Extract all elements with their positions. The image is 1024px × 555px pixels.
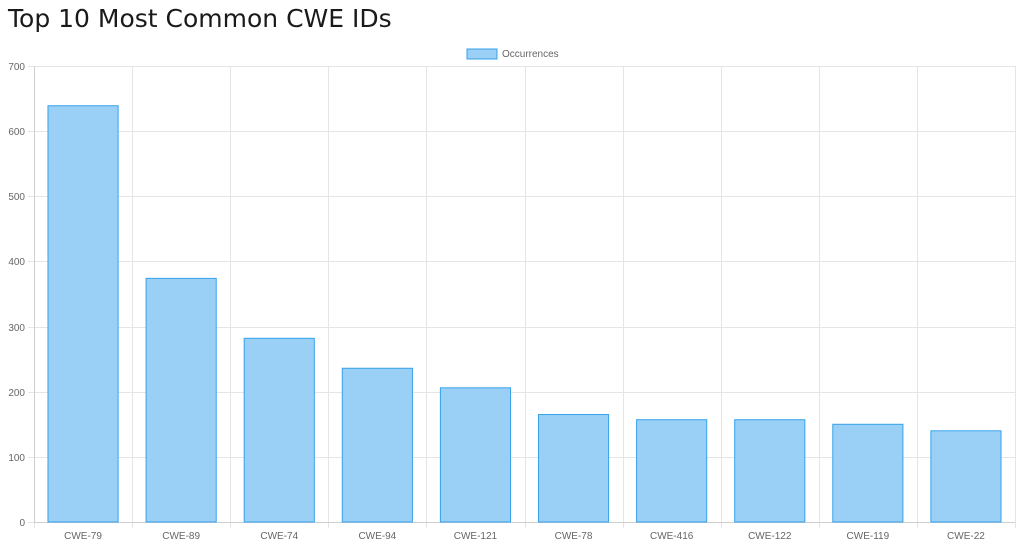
x-tick-label: CWE-94 (358, 531, 396, 542)
bar-cwe-89[interactable] (145, 277, 217, 523)
bar-cwe-79[interactable] (47, 105, 119, 523)
x-tick-label: CWE-22 (947, 531, 985, 542)
bar-cwe-122[interactable] (734, 419, 806, 523)
bar-cwe-78[interactable] (537, 414, 610, 523)
y-tick-label: 400 (8, 257, 25, 268)
legend-label: Occurrences (502, 49, 559, 60)
x-tick-label: CWE-416 (650, 531, 694, 542)
chart-grid (28, 66, 1016, 528)
page-title: Top 10 Most Common CWE IDs (8, 4, 392, 33)
x-axis-ticks: CWE-79 CWE-89 CWE-74 CWE-94 CWE-121 CWE-78 CWE… (64, 531, 985, 542)
y-axis-ticks: 0 100 200 300 400 500 600 700 (8, 62, 25, 529)
x-tick-label: CWE-79 (64, 531, 102, 542)
bar-chart: Occurrences 0 100 200 300 400 500 600 700 CWE-7… (8, 48, 1016, 542)
chart-bars (47, 105, 1002, 523)
bar-cwe-22[interactable] (930, 430, 1002, 523)
x-tick-label: CWE-122 (748, 531, 792, 542)
y-tick-label: 100 (8, 453, 25, 464)
y-tick-label: 0 (19, 518, 25, 529)
x-tick-label: CWE-121 (454, 531, 498, 542)
legend-swatch (466, 48, 498, 60)
y-tick-label: 500 (8, 192, 25, 203)
bar-cwe-74[interactable] (243, 337, 315, 523)
y-tick-label: 200 (8, 388, 25, 399)
bar-cwe-416[interactable] (636, 419, 708, 523)
bar-cwe-119[interactable] (832, 423, 904, 523)
x-tick-label: CWE-119 (847, 531, 890, 542)
bar-cwe-94[interactable] (341, 367, 413, 523)
x-tick-label: CWE-74 (260, 531, 298, 542)
bar-cwe-121[interactable] (439, 387, 512, 523)
y-tick-label: 700 (8, 62, 25, 73)
x-tick-label: CWE-78 (555, 531, 593, 542)
chart-legend[interactable]: Occurrences (466, 48, 559, 60)
y-tick-label: 300 (8, 323, 25, 334)
chart-container: Occurrences 0 100 200 300 400 500 600 700 CWE-7… (0, 40, 1024, 550)
y-tick-label: 600 (8, 127, 25, 138)
x-tick-label: CWE-89 (162, 531, 200, 542)
